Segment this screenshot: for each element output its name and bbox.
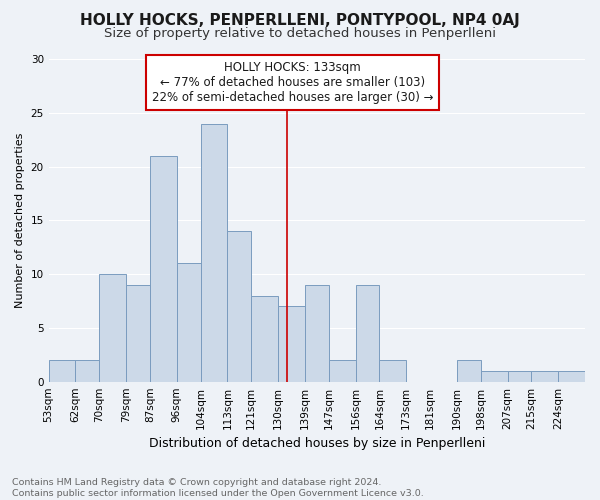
Bar — [379, 360, 406, 382]
Bar — [150, 156, 177, 382]
Bar — [177, 264, 200, 382]
Text: HOLLY HOCKS: 133sqm
← 77% of detached houses are smaller (103)
22% of semi-detac: HOLLY HOCKS: 133sqm ← 77% of detached ho… — [152, 60, 433, 104]
Bar — [532, 371, 558, 382]
Bar — [305, 285, 329, 382]
Y-axis label: Number of detached properties: Number of detached properties — [15, 132, 25, 308]
X-axis label: Distribution of detached houses by size in Penperlleni: Distribution of detached houses by size … — [149, 437, 485, 450]
Bar — [481, 371, 508, 382]
Bar — [76, 360, 100, 382]
Bar — [278, 306, 305, 382]
Bar — [200, 124, 227, 382]
Bar — [508, 371, 532, 382]
Bar — [558, 371, 585, 382]
Bar — [227, 231, 251, 382]
Text: Contains HM Land Registry data © Crown copyright and database right 2024.
Contai: Contains HM Land Registry data © Crown c… — [12, 478, 424, 498]
Bar — [457, 360, 481, 382]
Bar — [251, 296, 278, 382]
Bar — [356, 285, 379, 382]
Bar — [100, 274, 126, 382]
Text: HOLLY HOCKS, PENPERLLENI, PONTYPOOL, NP4 0AJ: HOLLY HOCKS, PENPERLLENI, PONTYPOOL, NP4… — [80, 12, 520, 28]
Bar — [126, 285, 150, 382]
Bar — [329, 360, 356, 382]
Text: Size of property relative to detached houses in Penperlleni: Size of property relative to detached ho… — [104, 28, 496, 40]
Bar — [49, 360, 76, 382]
